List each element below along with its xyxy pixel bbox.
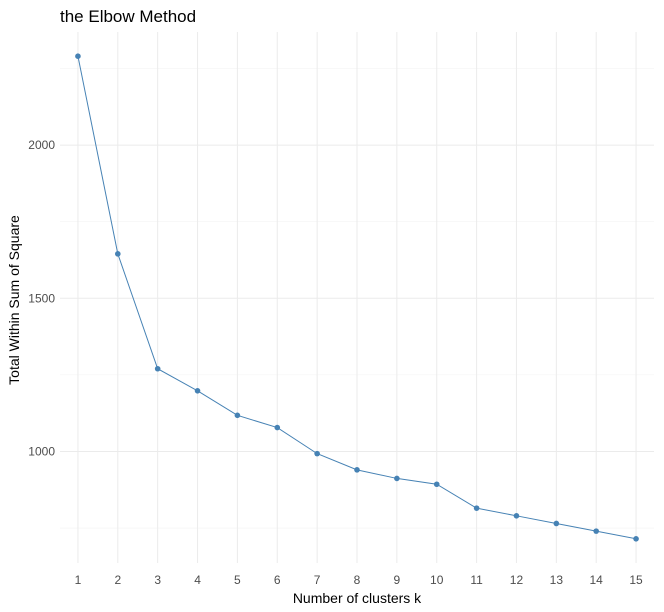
x-tick-label: 5 — [234, 573, 241, 587]
y-tick-label: 2000 — [28, 138, 55, 152]
y-tick-label: 1000 — [28, 444, 55, 458]
y-axis-title: Total Within Sum of Square — [6, 215, 22, 385]
x-tick-label: 1 — [75, 573, 82, 587]
x-tick-label: 4 — [194, 573, 201, 587]
data-point — [394, 475, 400, 482]
x-tick-label: 12 — [510, 573, 524, 587]
data-point — [194, 388, 201, 394]
x-tick-label: 7 — [314, 573, 321, 587]
series-wss — [75, 53, 639, 542]
chart-title: the Elbow Method — [60, 7, 196, 26]
x-tick-label: 6 — [274, 573, 281, 587]
data-point — [633, 535, 639, 542]
y-tick-label: 1500 — [28, 291, 55, 305]
x-tick-label: 3 — [154, 573, 161, 587]
x-axis-ticks: 1 2 3 4 5 6 7 8 9 10 11 12 13 14 15 — [75, 573, 643, 587]
data-point — [75, 53, 81, 60]
data-point — [433, 481, 440, 488]
data-point — [314, 450, 320, 457]
x-tick-label: 9 — [394, 573, 401, 587]
data-point — [513, 513, 520, 519]
data-point — [154, 365, 161, 372]
x-tick-label: 15 — [629, 573, 643, 587]
data-point — [473, 505, 480, 511]
x-tick-label: 13 — [550, 573, 564, 587]
data-point — [553, 520, 560, 527]
y-axis-ticks: 1000 1500 2000 — [28, 138, 55, 458]
data-point — [354, 467, 360, 473]
data-point — [593, 528, 599, 534]
x-tick-label: 11 — [470, 573, 483, 587]
grid — [60, 32, 654, 563]
data-point — [274, 424, 281, 431]
x-tick-label: 8 — [354, 573, 361, 587]
x-tick-label: 14 — [590, 573, 604, 587]
data-point — [234, 412, 241, 419]
x-axis-title: Number of clusters k — [293, 590, 422, 606]
x-tick-label: 2 — [114, 573, 121, 587]
x-tick-label: 10 — [430, 573, 444, 587]
data-point — [115, 251, 121, 257]
